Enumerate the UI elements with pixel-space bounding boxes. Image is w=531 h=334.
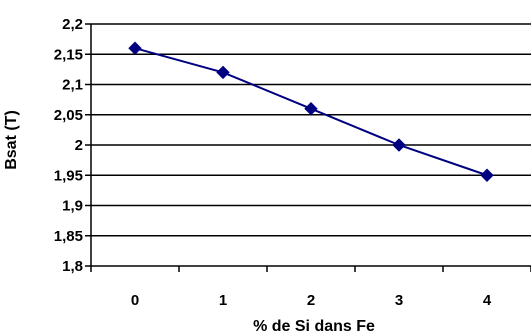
y-tick-label: 2,05	[54, 107, 83, 124]
data-point	[128, 41, 142, 55]
x-tick-label: 2	[307, 292, 315, 309]
y-tick-label: 2,15	[54, 46, 83, 63]
y-tick-label: 1,8	[62, 258, 83, 275]
axes	[85, 23, 531, 272]
series	[128, 41, 494, 182]
x-tick-labels: 0 1 2 3 4	[131, 292, 492, 309]
y-axis-title: Bsat (T)	[3, 110, 20, 170]
x-tick-label: 0	[131, 292, 139, 309]
y-tick-label: 2,2	[62, 16, 83, 33]
data-point	[216, 65, 230, 80]
y-tick-labels: 1,8 1,85 1,9 1,95 2 2,05 2,1 2,15 2,2	[54, 16, 83, 275]
x-tick-label: 1	[219, 292, 227, 309]
x-axis-title: % de Si dans Fe	[253, 318, 375, 334]
x-tick-label: 4	[483, 292, 492, 309]
y-tick-label: 1,95	[54, 167, 83, 184]
x-tick-label: 3	[395, 292, 403, 309]
data-point	[392, 138, 406, 152]
y-tick-label: 1,85	[54, 228, 83, 245]
gridlines	[91, 23, 531, 267]
y-tick-label: 2,1	[62, 77, 83, 94]
y-tick-label: 1,9	[62, 198, 83, 215]
data-point	[304, 101, 318, 116]
data-point	[480, 168, 494, 182]
y-tick-label: 2	[75, 137, 83, 154]
